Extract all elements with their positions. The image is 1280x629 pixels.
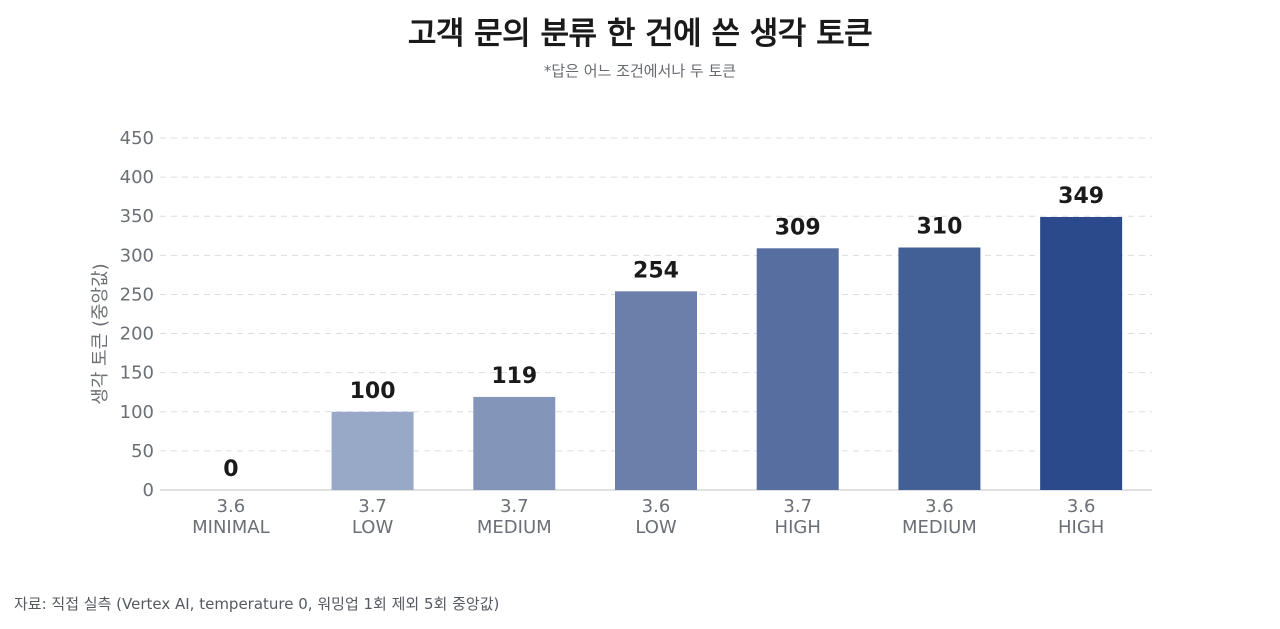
- data-label: 310: [916, 215, 962, 240]
- x-tick-label-version: 3.6: [925, 496, 954, 517]
- bar: [756, 248, 839, 490]
- chart-subtitle: *답은 어느 조건에서나 두 토큰: [543, 62, 737, 80]
- x-tick-label-level: HIGH: [1058, 517, 1104, 538]
- y-tick-label: 450: [120, 128, 154, 149]
- bar: [898, 247, 981, 490]
- bar: [615, 291, 697, 490]
- y-tick-label: 250: [120, 284, 154, 305]
- x-tick-label-version: 3.6: [217, 496, 246, 517]
- data-label: 119: [491, 364, 537, 389]
- chart-title: 고객 문의 분류 한 건에 쓴 생각 토큰: [407, 16, 873, 52]
- y-axis-title: 생각 토큰 (중앙값): [90, 263, 111, 404]
- bar: [331, 411, 414, 490]
- data-label: 100: [350, 379, 396, 404]
- y-tick-label: 50: [131, 441, 154, 462]
- x-tick-label-level: HIGH: [775, 517, 821, 538]
- x-tick-label-version: 3.7: [358, 496, 387, 517]
- category-labels: 3.6MINIMAL3.7LOW3.7MEDIUM3.6LOW3.7HIGH3.…: [192, 496, 1104, 538]
- x-tick-label-level: LOW: [635, 517, 677, 538]
- bar: [1040, 217, 1123, 490]
- y-tick-label: 350: [120, 206, 154, 227]
- x-tick-label-level: MEDIUM: [902, 517, 977, 538]
- y-tick-label: 0: [143, 480, 154, 501]
- data-label: 309: [775, 215, 821, 240]
- bar: [473, 396, 556, 490]
- x-tick-label-version: 3.6: [642, 496, 671, 517]
- y-tick-label: 300: [120, 245, 154, 266]
- data-label: 254: [633, 258, 679, 283]
- data-label: 349: [1058, 184, 1104, 209]
- x-tick-label-version: 3.7: [500, 496, 529, 517]
- y-tick-label: 150: [120, 363, 154, 384]
- x-tick-label-level: LOW: [352, 517, 394, 538]
- y-tick-label: 200: [120, 324, 154, 345]
- y-tick-label: 400: [120, 167, 154, 188]
- data-label: 0: [223, 457, 238, 482]
- y-tick-label: 100: [120, 402, 154, 423]
- bars: [331, 217, 1123, 490]
- x-tick-label-version: 3.7: [783, 496, 812, 517]
- x-tick-label-version: 3.6: [1067, 496, 1096, 517]
- source-note: 자료: 직접 실측 (Vertex AI, temperature 0, 워밍업…: [14, 595, 500, 613]
- x-tick-label-level: MEDIUM: [477, 517, 552, 538]
- x-tick-label-level: MINIMAL: [192, 517, 269, 538]
- value-labels: 0 100 119 254 309 310 349: [223, 184, 1104, 482]
